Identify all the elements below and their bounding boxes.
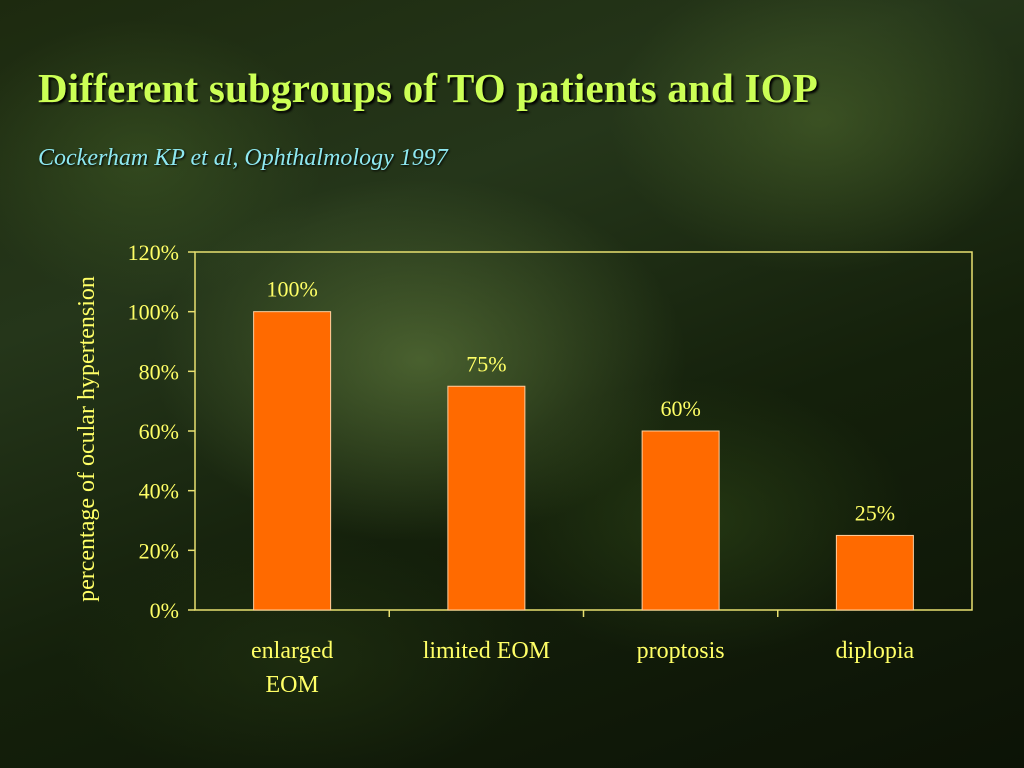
y-tick-label: 80% — [139, 359, 179, 384]
x-tick-label: diplopia — [836, 638, 915, 664]
y-tick-label: 100% — [128, 300, 179, 325]
y-tick-label: 40% — [139, 479, 179, 504]
slide-title: Different subgroups of TO patients and I… — [38, 65, 818, 111]
y-tick-label: 60% — [139, 419, 179, 444]
data-label: 60% — [660, 396, 700, 421]
bar — [641, 430, 720, 611]
slide-subtitle: Cockerham KP et al, Ophthalmology 1997 — [38, 145, 448, 171]
data-label: 75% — [466, 351, 506, 376]
data-label: 100% — [266, 277, 317, 302]
y-tick-label: 120% — [128, 240, 179, 265]
y-tick-label: 20% — [139, 538, 179, 563]
x-tick-label: limited EOM — [423, 638, 550, 664]
bar — [253, 311, 332, 611]
x-tick-label: enlarged — [251, 638, 333, 664]
x-tick-label: EOM — [265, 672, 318, 698]
data-label: 25% — [855, 500, 895, 525]
bar — [835, 534, 914, 611]
x-tick-label: proptosis — [637, 638, 725, 664]
bar — [447, 385, 526, 611]
y-tick-label: 0% — [150, 598, 179, 623]
y-axis-label: percentage of ocular hypertension — [74, 276, 100, 602]
